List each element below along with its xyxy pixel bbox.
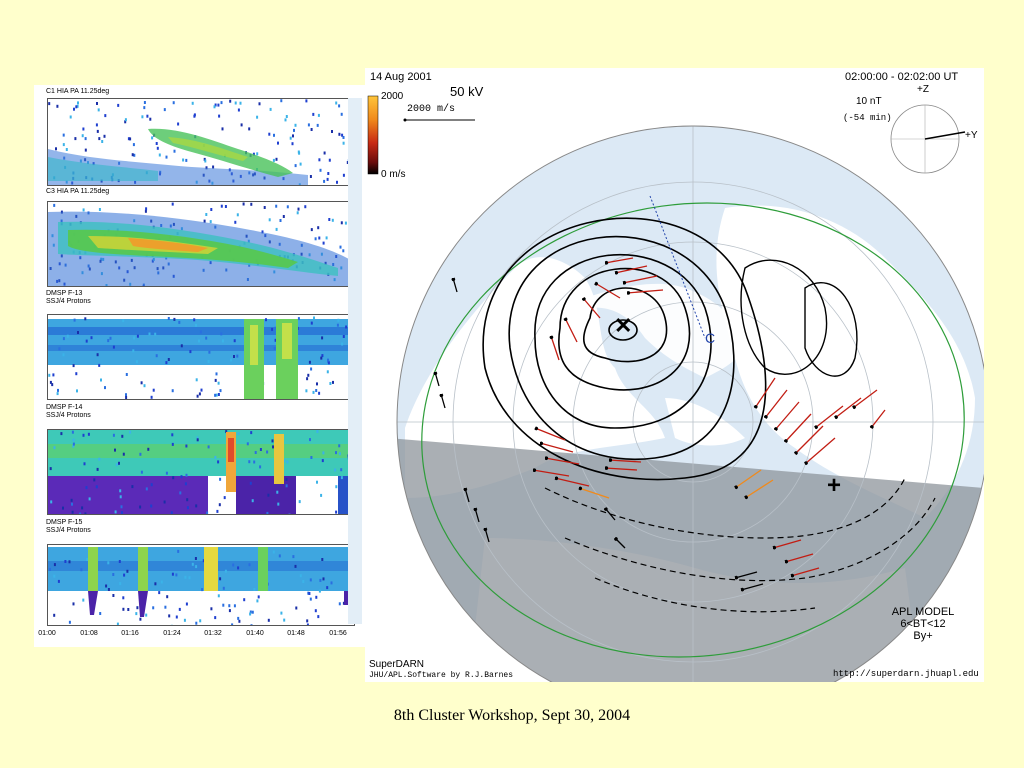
model-bt-range: 6<BT<12: [900, 618, 946, 630]
f13-specks: [48, 316, 354, 399]
imf-dial: [890, 104, 966, 174]
time-tick-3: 01:24: [163, 630, 181, 637]
dmsp-f13-spectrogram: [47, 314, 355, 400]
map-date: 14 Aug 2001: [370, 71, 432, 83]
model-info: APL MODEL 6<BT<12 By+: [888, 606, 958, 642]
velocity-scale-label: 2000 m/s: [407, 104, 456, 115]
software-credit: JHU/APL.Software by R.J.Barnes: [369, 671, 514, 680]
panel-3-title: DMSP F-13: [46, 290, 83, 297]
panel-3-label: DMSP F-13 SSJ/4 Protons: [46, 290, 91, 306]
color-bar-min-label: 0 m/s: [381, 169, 406, 180]
superdarn-map: 14 Aug 2001 50 kV 02:00:00 - 02:02:00 UT…: [365, 68, 990, 719]
panel-5-subtitle: SSJ/4 Protons: [46, 527, 91, 534]
dusk-cell-contours: [482, 217, 767, 481]
panel-2-title: C3 HIA PA 11.25deg: [46, 188, 110, 195]
superdarn-url[interactable]: http://superdarn.jhuapl.edu: [833, 669, 979, 679]
convection-map-graphic: [367, 95, 990, 719]
panel-5-title: DMSP F-15: [46, 519, 83, 526]
panel-1-label: C1 HIA PA 11.25deg: [46, 88, 109, 96]
time-range: 02:00:00 - 02:02:00 UT: [845, 71, 959, 83]
time-tick-0: 01:00: [38, 630, 56, 637]
time-tick-6: 01:48: [287, 630, 305, 637]
potential-min-marker: ✕: [614, 313, 633, 338]
imf-y-label: +Y: [965, 130, 978, 141]
panel-4-label: DMSP F-14 SSJ/4 Protons: [46, 404, 91, 420]
c1-hia-spectrogram: [47, 98, 355, 186]
panel-2-label: C3 HIA PA 11.25deg: [46, 188, 109, 196]
land-greenland-arctic: [565, 283, 745, 378]
side-strip: [348, 98, 362, 624]
panel-1-title: C1 HIA PA 11.25deg: [46, 88, 110, 95]
dmsp-f15-spectrogram: [47, 544, 355, 626]
panel-3-subtitle: SSJ/4 Protons: [46, 298, 91, 305]
land-eurasia: [716, 205, 975, 518]
imf-z-label: +Z: [917, 84, 929, 95]
dmsp-f14-spectrogram: [47, 429, 355, 515]
panel-4-title: DMSP F-14: [46, 404, 83, 411]
panel-5-label: DMSP F-15 SSJ/4 Protons: [46, 519, 91, 535]
potential-max-marker: +: [827, 472, 842, 499]
velocity-vectors: [435, 257, 886, 590]
panel-4-subtitle: SSJ/4 Protons: [46, 412, 91, 419]
model-name: APL MODEL: [891, 606, 955, 618]
dawn-cell-contours: [740, 259, 858, 377]
time-axis: 01:00 01:08 01:16 01:24 01:32 01:40 01:4…: [34, 625, 366, 645]
convection-boundary: [421, 202, 965, 658]
color-bar: [367, 95, 379, 175]
coast-label: C: [705, 330, 716, 346]
spectrogram-panel: C1 HIA PA 11.25deg C3 HIA PA 11.25deg DM…: [34, 85, 366, 647]
time-tick-4: 01:32: [204, 630, 222, 637]
time-tick-7: 01:56: [329, 630, 347, 637]
time-tick-5: 01:40: [246, 630, 264, 637]
model-by-sign: By+: [913, 630, 933, 642]
color-bar-max-label: 2000: [381, 91, 404, 102]
superdarn-label: SuperDARN: [369, 659, 425, 670]
land-north-america: [405, 257, 665, 498]
c3-hia-spectrogram: [47, 201, 355, 287]
night-region: [397, 436, 984, 718]
slide-footer-caption: 8th Cluster Workshop, Sept 30, 2004: [393, 707, 631, 724]
imf-magnitude: 10 nT: [856, 96, 882, 107]
time-tick-1: 01:08: [80, 630, 98, 637]
time-tick-2: 01:16: [121, 630, 139, 637]
terminator-dotted: [649, 195, 706, 339]
cross-polar-potential: 50 kV: [450, 84, 484, 99]
imf-delay: (-54 min): [843, 113, 892, 123]
night-contours: [544, 477, 936, 613]
